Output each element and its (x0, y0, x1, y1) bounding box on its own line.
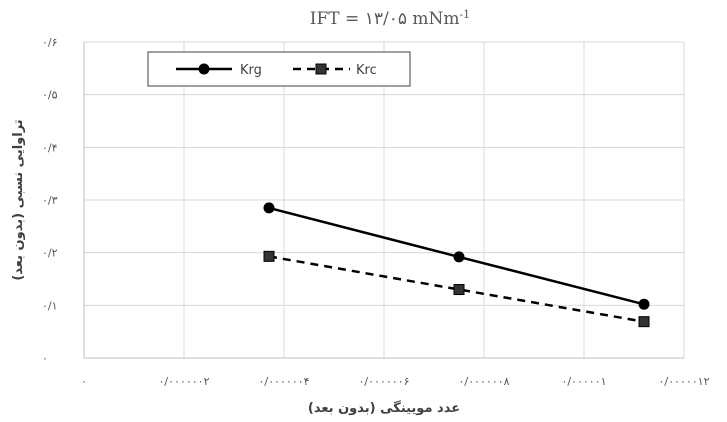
legend: Krg Krc (147, 51, 411, 87)
x-tick-label: ۰/۰۰۰۰۰۱ (561, 375, 606, 388)
point-krg (263, 202, 275, 214)
x-tick-label: ۰/۰۰۰۰۰۱۲ (659, 375, 710, 388)
x-tick-label: ۰/۰۰۰۰۰۰۴ (259, 375, 310, 388)
legend-krg-marker (198, 63, 210, 75)
series-layer (263, 202, 650, 328)
x-tick-label: ۰/۰۰۰۰۰۰۲ (159, 375, 210, 388)
point-krc (263, 250, 275, 262)
x-tick-label: ۰ (81, 375, 87, 388)
y-tick-label: ۰/۴ (42, 141, 58, 154)
x-tick-label: ۰/۰۰۰۰۰۰۸ (459, 375, 510, 388)
axes: ۰ ۰/۱ ۰/۲ ۰/۳ ۰/۴ ۰/۵ ۰/۶ ۰ ۰/۰۰۰۰۰۰۲ ۰/۰۰۰۰۰۰۴ ۰/… (42, 36, 710, 388)
legend-krc-label: Krc (356, 63, 377, 78)
y-tick-label: ۰/۵ (42, 89, 58, 102)
x-tick-label: ۰/۰۰۰۰۰۰۶ (359, 375, 410, 388)
y-tick-label: ۰ (42, 352, 48, 365)
y-tick-label: ۰/۶ (42, 36, 58, 49)
grid (84, 41, 685, 358)
y-tick-label: ۰/۱ (42, 299, 58, 312)
point-krg (638, 298, 650, 310)
x-axis-label: عدد مویینگی (بدون بعد) (308, 400, 460, 416)
chart-title-superscript: -1 (459, 8, 470, 21)
y-tick-label: ۰/۳ (42, 194, 58, 207)
chart-title: IFT = ۱۳/۰۵ mNm-1 (310, 8, 470, 29)
point-krc (453, 284, 465, 296)
chart-title-main: IFT = ۱۳/۰۵ mNm (310, 9, 460, 29)
point-krc (638, 316, 650, 328)
y-axis-label: تراوایی نسبی (بدون بعد) (11, 119, 26, 280)
point-krg (453, 251, 465, 263)
y-tick-label: ۰/۲ (42, 247, 58, 260)
legend-krc-marker (315, 63, 327, 75)
legend-krg-label: Krg (240, 63, 262, 78)
